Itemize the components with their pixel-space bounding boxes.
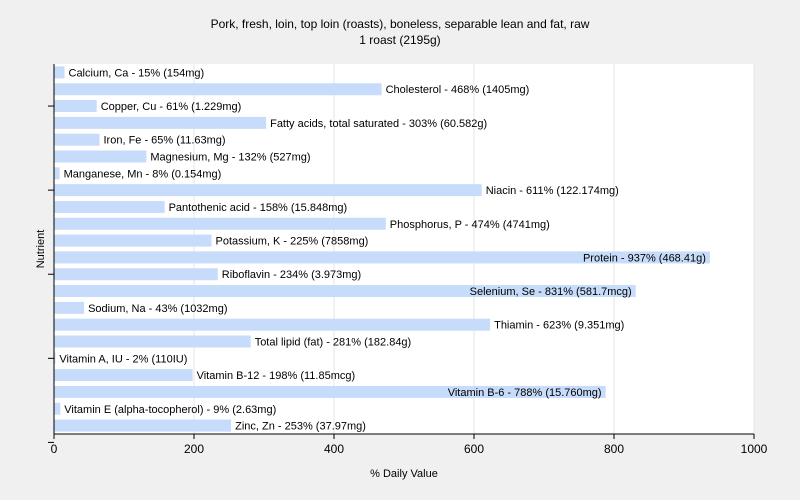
bar — [54, 419, 232, 432]
bar — [54, 301, 85, 314]
bar-label: Niacin - 611% (122.174mg) — [486, 185, 619, 197]
bar — [54, 167, 60, 180]
bar — [54, 83, 382, 96]
bar-label: Protein - 937% (468.41g) — [583, 252, 706, 264]
axes: 0 200 400 600 800 1000 — [48, 64, 768, 456]
x-tick-label: 400 — [324, 442, 344, 456]
bar-label: Vitamin B-6 - 788% (15.760mg) — [448, 387, 602, 399]
bar — [54, 318, 491, 331]
bar-label: Cholesterol - 468% (1405mg) — [386, 84, 530, 96]
bar — [54, 217, 386, 230]
bar-label: Potassium, K - 225% (7858mg) — [216, 236, 369, 248]
bar — [54, 150, 147, 163]
bar-label: Riboflavin - 234% (3.973mg) — [222, 269, 361, 281]
bar — [54, 335, 251, 348]
bar-label: Vitamin B-12 - 198% (11.85mcg) — [197, 370, 356, 382]
bar — [54, 251, 710, 264]
chart-subtitle: 1 roast (2195g) — [359, 33, 441, 47]
bar-label: Manganese, Mn - 8% (0.154mg) — [64, 168, 222, 180]
bar-label: Iron, Fe - 65% (11.63mg) — [104, 135, 226, 147]
bar — [54, 352, 56, 365]
x-tick-label: 0 — [51, 442, 58, 456]
bar-label: Copper, Cu - 61% (1.229mg) — [101, 101, 242, 113]
bar-label: Vitamin E (alpha-tocopherol) - 9% (2.63m… — [64, 404, 276, 416]
x-axis-label: % Daily Value — [370, 468, 438, 480]
bar-label: Zinc, Zn - 253% (37.97mg) — [235, 421, 366, 433]
bar — [54, 116, 267, 129]
bar-label: Calcium, Ca - 15% (154mg) — [69, 67, 205, 79]
x-tick-label: 800 — [604, 442, 624, 456]
bar — [54, 402, 61, 415]
bar — [54, 184, 482, 197]
bar-label: Magnesium, Mg - 132% (527mg) — [150, 152, 310, 164]
bars: Calcium, Ca - 15% (154mg) Cholesterol - 4… — [54, 66, 710, 433]
bar — [54, 268, 218, 281]
bar — [54, 66, 65, 79]
bar — [54, 285, 636, 298]
bar — [54, 100, 97, 113]
bar — [54, 234, 212, 247]
bar — [54, 133, 100, 146]
bar — [54, 385, 606, 398]
bar-label: Total lipid (fat) - 281% (182.84g) — [255, 337, 412, 349]
bar-label: Phosphorus, P - 474% (4741mg) — [390, 219, 550, 231]
y-axis-label: Nutrient — [35, 230, 47, 269]
bar-label: Fatty acids, total saturated - 303% (60.… — [270, 118, 487, 130]
x-tick-label: 200 — [184, 442, 204, 456]
x-tick-label: 600 — [464, 442, 484, 456]
bar-label: Vitamin A, IU - 2% (110IU) — [59, 353, 187, 365]
bar-label: Pantothenic acid - 158% (15.848mg) — [169, 202, 348, 214]
bar-label: Sodium, Na - 43% (1032mg) — [88, 303, 227, 315]
chart-title: Pork, fresh, loin, top loin (roasts), bo… — [210, 17, 590, 31]
x-tick-label: 1000 — [741, 442, 768, 456]
bar — [54, 200, 165, 213]
bar-label: Selenium, Se - 831% (581.7mcg) — [470, 286, 632, 298]
bar-label: Thiamin - 623% (9.351mg) — [494, 320, 624, 332]
bar — [54, 369, 193, 382]
